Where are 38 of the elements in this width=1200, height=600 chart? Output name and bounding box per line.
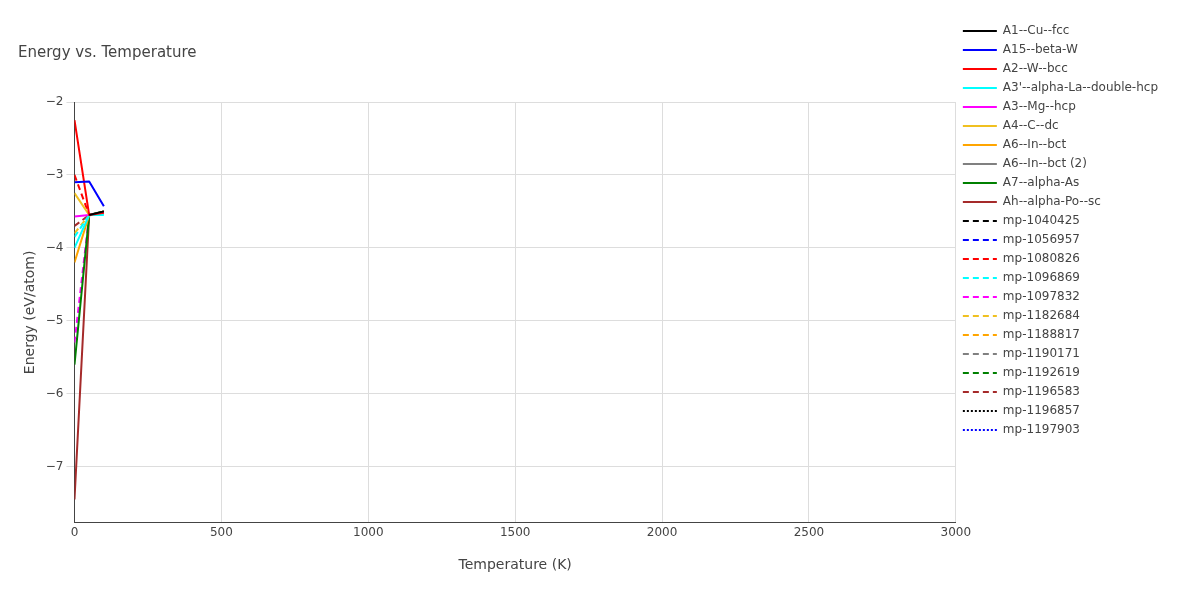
legend-label: mp-1190171	[1002, 346, 1080, 361]
legend-label: A15--beta-W	[1002, 42, 1078, 57]
legend-label: mp-1096869	[1002, 270, 1080, 285]
chart-title: Energy vs. Temperature	[18, 42, 197, 61]
legend-label: A3--Mg--hcp	[1002, 99, 1076, 114]
legend-label: mp-1197903	[1002, 422, 1080, 437]
legend-label: mp-1097832	[1002, 289, 1080, 304]
legend-label: A1--Cu--fcc	[1002, 23, 1070, 38]
legend-label: mp-1040425	[1002, 213, 1080, 228]
y-tick-label: −7	[45, 458, 64, 473]
x-tick-label: 1000	[353, 525, 384, 540]
legend-label: A6--In--bct (2)	[1002, 156, 1087, 171]
y-tick-label: −5	[45, 312, 64, 327]
x-tick-label: 2500	[793, 525, 825, 540]
legend-label: mp-1192619	[1002, 365, 1080, 380]
legend-label: mp-1188817	[1002, 327, 1080, 342]
legend-label: A7--alpha-As	[1002, 175, 1080, 190]
y-tick-label: −6	[45, 385, 64, 400]
legend-label: mp-1196583	[1002, 384, 1080, 399]
legend-label: A2--W--bcc	[1002, 61, 1068, 76]
legend-label: mp-1080826	[1002, 251, 1080, 266]
legend-label: Ah--alpha-Po--sc	[1002, 194, 1101, 209]
legend-label: mp-1196857	[1002, 403, 1080, 418]
x-tick-label: 500	[209, 525, 233, 540]
x-tick-label: 3000	[940, 525, 972, 540]
y-tick-label: −4	[45, 239, 64, 254]
x-tick-label: 2000	[646, 525, 678, 540]
legend-label: mp-1056957	[1002, 232, 1080, 247]
y-axis-title: Energy (eV/atom)	[21, 250, 38, 375]
legend-label: A4--C--dc	[1002, 118, 1059, 133]
legend-label: A6--In--bct	[1002, 137, 1067, 152]
x-axis-title: Temperature (K)	[457, 556, 572, 573]
x-tick-label: 0	[70, 525, 79, 540]
x-tick-label: 1500	[499, 525, 531, 540]
y-tick-label: −2	[45, 94, 64, 109]
legend-label: A3'--alpha-La--double-hcp	[1002, 80, 1159, 95]
y-tick-label: −3	[45, 167, 64, 182]
legend-label: mp-1182684	[1002, 308, 1080, 323]
